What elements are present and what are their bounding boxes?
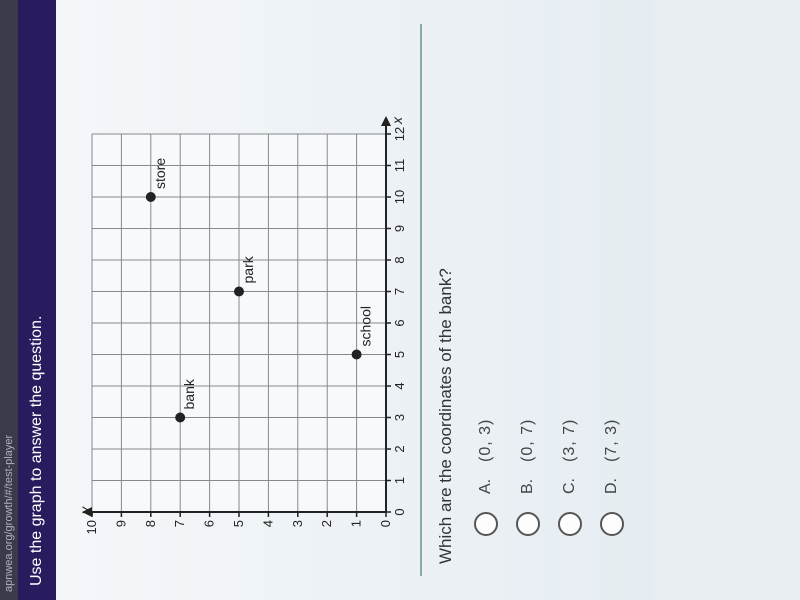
answer-coord: (7, 3) xyxy=(603,419,621,462)
divider xyxy=(420,24,422,576)
question-text: Which are the coordinates of the bank? xyxy=(436,24,456,564)
svg-text:park: park xyxy=(240,255,256,283)
svg-text:8: 8 xyxy=(392,256,407,263)
answer-coord: (0, 7) xyxy=(519,419,537,462)
svg-text:7: 7 xyxy=(392,288,407,295)
svg-text:9: 9 xyxy=(392,225,407,232)
svg-text:0: 0 xyxy=(378,520,393,527)
answer-letter: D. xyxy=(603,476,621,494)
svg-text:7: 7 xyxy=(172,520,187,527)
svg-text:4: 4 xyxy=(392,382,407,389)
svg-text:6: 6 xyxy=(202,520,217,527)
instruction-header: Use the graph to answer the question. xyxy=(18,0,56,600)
answer-option-b[interactable]: B. (0, 7) xyxy=(516,24,540,536)
svg-text:school: school xyxy=(358,306,374,346)
svg-text:store: store xyxy=(152,158,168,189)
svg-text:2: 2 xyxy=(392,445,407,452)
graph-svg: 0123456789101112012345678910yxbankschool… xyxy=(74,116,414,556)
svg-text:9: 9 xyxy=(113,520,128,527)
svg-text:12: 12 xyxy=(392,127,407,141)
svg-text:8: 8 xyxy=(143,520,158,527)
answer-list: A. (0, 3) B. (0, 7) C. (3, 7) D. (7, 3) xyxy=(474,24,624,536)
radio-icon[interactable] xyxy=(474,512,498,536)
svg-text:2: 2 xyxy=(319,520,334,527)
svg-text:10: 10 xyxy=(392,190,407,204)
svg-text:1: 1 xyxy=(349,520,364,527)
answer-letter: A. xyxy=(477,476,495,494)
svg-text:11: 11 xyxy=(392,159,407,173)
svg-text:y: y xyxy=(77,506,93,515)
svg-text:4: 4 xyxy=(260,520,275,527)
svg-text:x: x xyxy=(389,116,405,125)
radio-icon[interactable] xyxy=(516,512,540,536)
radio-icon[interactable] xyxy=(558,512,582,536)
svg-text:1: 1 xyxy=(392,477,407,484)
svg-text:3: 3 xyxy=(290,520,305,527)
svg-text:3: 3 xyxy=(392,414,407,421)
url-bar: apnwea.org/growth/#/test-player xyxy=(0,0,18,600)
answer-letter: B. xyxy=(519,476,537,494)
svg-text:0: 0 xyxy=(392,508,407,515)
answer-coord: (3, 7) xyxy=(561,419,579,462)
answer-option-c[interactable]: C. (3, 7) xyxy=(558,24,582,536)
svg-text:5: 5 xyxy=(392,351,407,358)
svg-text:5: 5 xyxy=(231,520,246,527)
answer-option-d[interactable]: D. (7, 3) xyxy=(600,24,624,536)
svg-text:10: 10 xyxy=(84,520,99,534)
answer-letter: C. xyxy=(561,476,579,494)
coordinate-graph: 0123456789101112012345678910yxbankschool… xyxy=(74,116,414,556)
content-area: 0123456789101112012345678910yxbankschool… xyxy=(56,0,652,600)
answer-coord: (0, 3) xyxy=(477,419,495,462)
svg-text:bank: bank xyxy=(181,378,197,409)
answer-option-a[interactable]: A. (0, 3) xyxy=(474,24,498,536)
radio-icon[interactable] xyxy=(600,512,624,536)
svg-text:6: 6 xyxy=(392,319,407,326)
